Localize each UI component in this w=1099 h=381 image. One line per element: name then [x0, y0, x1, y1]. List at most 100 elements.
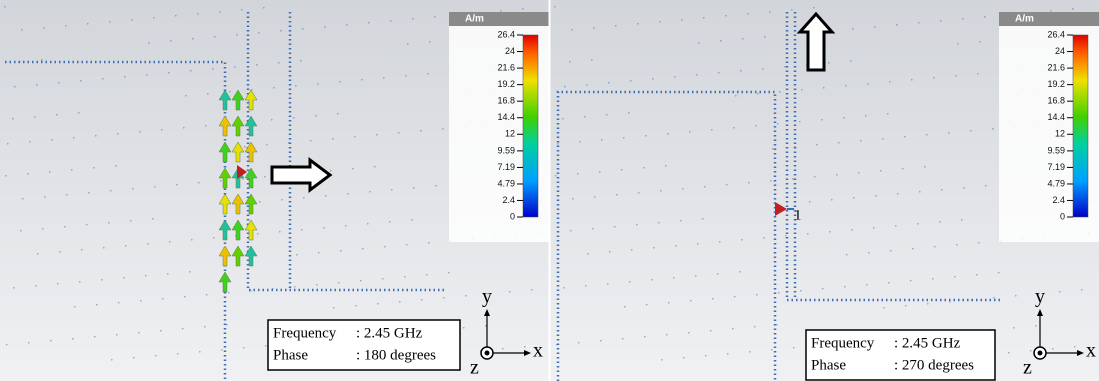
field-dot: [278, 62, 280, 64]
field-dot: [813, 7, 815, 9]
field-dot: [80, 80, 82, 82]
field-dot: [771, 349, 773, 351]
field-dot: [300, 60, 302, 62]
colorbar-header: [999, 12, 1099, 26]
field-dot: [904, 136, 906, 138]
field-dot: [1030, 350, 1032, 352]
field-dot: [73, 137, 75, 139]
field-dot: [383, 77, 385, 79]
field-dot: [985, 185, 987, 187]
field-dot: [629, 281, 631, 283]
field-dot: [770, 180, 772, 182]
field-dot: [845, 85, 847, 87]
field-dot: [140, 300, 142, 302]
field-dot: [399, 301, 401, 303]
field-dot: [35, 285, 37, 287]
field-dot: [628, 112, 630, 114]
field-dot: [586, 84, 588, 86]
field-dot: [133, 357, 135, 359]
field-dot: [587, 253, 589, 255]
field-dot: [645, 135, 647, 137]
field-dot: [273, 87, 275, 89]
field-dot: [905, 305, 907, 307]
phase-label: Phase: [273, 347, 308, 363]
axis-z-label: z: [470, 357, 479, 379]
field-dot: [637, 23, 639, 25]
field-dot: [347, 193, 349, 195]
field-dot: [702, 218, 704, 220]
field-dot: [764, 36, 766, 38]
current-arrow: [231, 115, 245, 137]
field-dot: [44, 196, 46, 198]
field-dot: [34, 116, 36, 118]
field-dot: [66, 194, 68, 196]
field-dot: [266, 144, 268, 146]
field-dot: [221, 349, 223, 351]
field-dot: [571, 29, 573, 31]
colorbar-tick-label: 21.6: [497, 62, 515, 72]
field-dot: [206, 294, 208, 296]
field-dot: [95, 135, 97, 137]
field-dot: [428, 242, 430, 244]
field-dot: [653, 247, 655, 249]
field-dot: [739, 271, 741, 273]
current-arrow: [231, 193, 245, 215]
current-arrow: [218, 89, 232, 111]
field-dot: [874, 26, 876, 28]
frequency-label: Frequency: [273, 325, 337, 341]
field-dot: [51, 139, 53, 141]
field-dot: [652, 78, 654, 80]
field-dot: [443, 297, 445, 299]
field-dot: [522, 8, 524, 10]
field-dot: [116, 334, 118, 336]
field-dot: [132, 188, 134, 190]
current-arrow: [244, 167, 258, 189]
field-dot: [614, 226, 616, 228]
field-dot: [591, 59, 593, 61]
field-dot: [168, 72, 170, 74]
field-dot: [860, 140, 862, 142]
field-dot: [875, 195, 877, 197]
field-dot: [889, 81, 891, 83]
colorbar-tick-label: 26.4: [1047, 29, 1065, 39]
field-dot: [801, 89, 803, 91]
axis-x-label: x: [1086, 340, 1096, 362]
current-arrow: [218, 193, 232, 215]
field-dot: [390, 20, 392, 22]
field-dot: [800, 290, 802, 292]
field-dot: [918, 22, 920, 24]
axis-y-head: [484, 309, 490, 316]
field-dot: [616, 194, 618, 196]
current-arrow: [244, 193, 258, 215]
field-dot: [295, 85, 297, 87]
field-dot: [148, 42, 150, 44]
field-dot: [577, 173, 579, 175]
field-dot: [735, 95, 737, 97]
field-dot: [280, 30, 282, 32]
field-dot: [939, 221, 941, 223]
field-dot: [791, 9, 793, 11]
field-dot: [710, 330, 712, 332]
field-dot: [794, 146, 796, 148]
field-dot: [265, 345, 267, 347]
field-dot: [681, 19, 683, 21]
field-dot: [303, 197, 305, 199]
field-dot: [118, 302, 120, 304]
field-dot: [563, 287, 565, 289]
field-dot: [213, 237, 215, 239]
field-dot: [337, 113, 339, 115]
field-dot: [111, 359, 113, 361]
field-dot: [698, 42, 700, 44]
field-dot: [726, 184, 728, 186]
field-dot: [162, 298, 164, 300]
field-dot: [606, 114, 608, 116]
field-dot: [772, 148, 774, 150]
current-arrow: [218, 271, 232, 293]
field-dot: [330, 170, 332, 172]
field-dot: [250, 290, 252, 292]
colorbar-tick-label: 26.4: [497, 29, 515, 39]
field-dot: [183, 127, 185, 129]
field-dot: [531, 289, 533, 291]
field-dot: [756, 294, 758, 296]
field-dot: [74, 306, 76, 308]
